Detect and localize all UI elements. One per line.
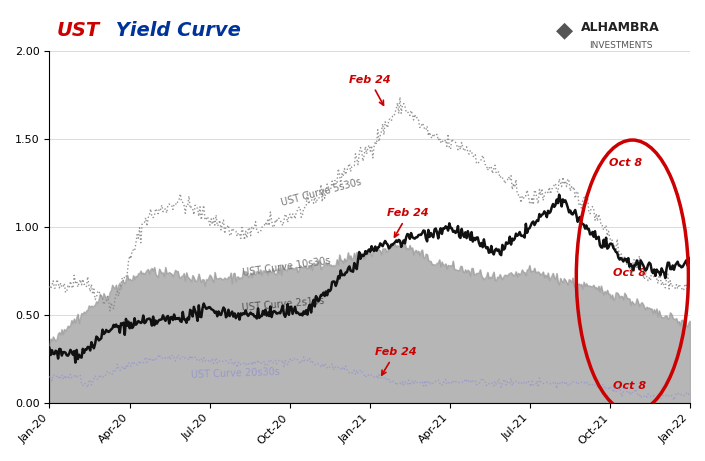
Text: Oct 8: Oct 8 [613,268,646,278]
Text: UST Curve 5s30s: UST Curve 5s30s [280,177,362,208]
Text: Yield Curve: Yield Curve [109,21,241,40]
Text: ◆: ◆ [556,20,572,40]
Text: UST Curve 10s30s: UST Curve 10s30s [242,256,331,278]
Text: Feb 24: Feb 24 [349,75,391,105]
Text: INVESTMENTS: INVESTMENTS [589,41,652,51]
Text: Oct 8: Oct 8 [613,381,646,391]
Text: ALHAMBRA: ALHAMBRA [581,21,660,34]
Text: UST Curve 20s30s: UST Curve 20s30s [190,367,280,380]
Text: Feb 24: Feb 24 [387,208,429,237]
Text: Oct 8: Oct 8 [609,158,642,167]
Text: UST Curve 2s10s: UST Curve 2s10s [242,296,325,313]
Text: UST: UST [56,21,99,40]
Text: Feb 24: Feb 24 [374,347,416,375]
